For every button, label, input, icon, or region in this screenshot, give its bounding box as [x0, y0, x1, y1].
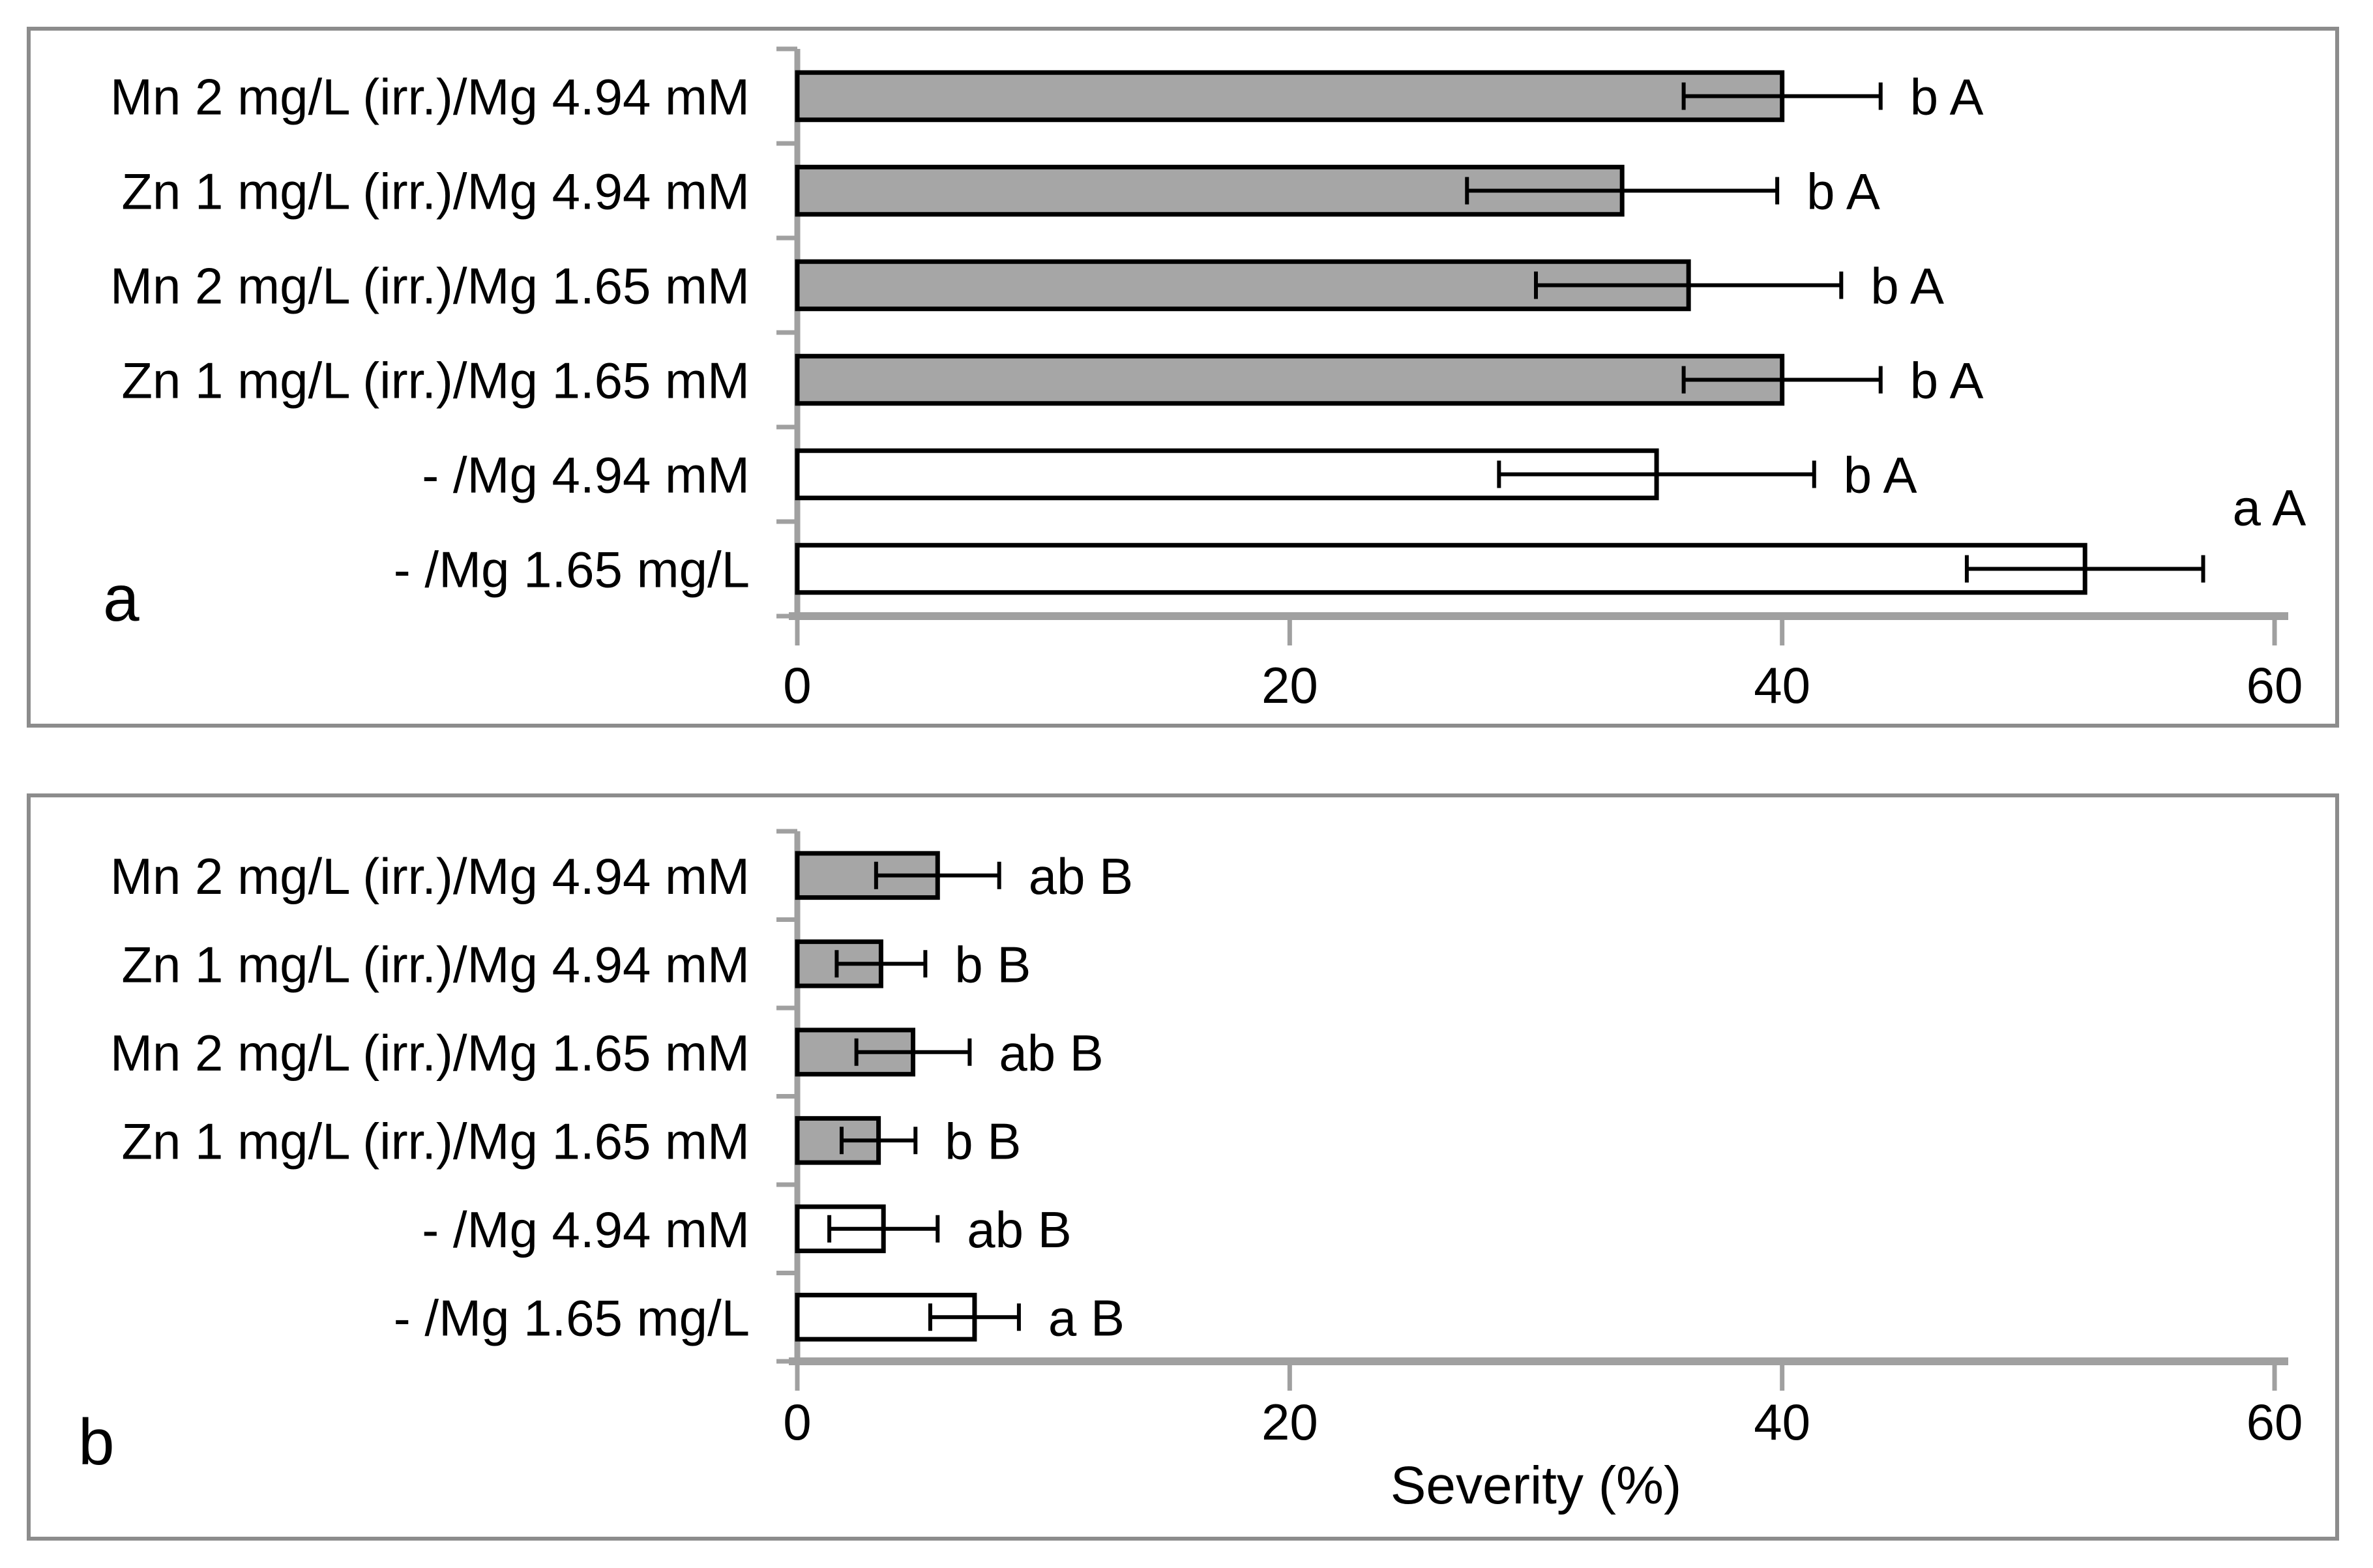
significance-label: b A — [1806, 163, 1880, 220]
significance-label: b A — [1844, 447, 1917, 504]
category-label: Zn 1 mg/L (irr.)/Mg 4.94 mM — [121, 936, 750, 993]
x-tick-label: 40 — [1754, 657, 1810, 714]
category-label: Mn 2 mg/L (irr.)/Mg 1.65 mM — [110, 1024, 750, 1082]
significance-label: b B — [954, 936, 1031, 993]
category-label: Zn 1 mg/L (irr.)/Mg 1.65 mM — [121, 352, 750, 409]
category-label: Mn 2 mg/L (irr.)/Mg 4.94 mM — [110, 848, 750, 905]
category-label: - /Mg 1.65 mg/L — [394, 1289, 750, 1346]
significance-label: b A — [1870, 258, 1944, 315]
x-tick-label: 0 — [783, 657, 811, 714]
category-label: - /Mg 4.94 mM — [422, 1201, 750, 1258]
significance-label: b B — [945, 1112, 1021, 1170]
bar — [795, 70, 1785, 123]
category-label: - /Mg 4.94 mM — [422, 447, 750, 504]
bar — [795, 353, 1785, 406]
panel-letter-b: b — [78, 1406, 115, 1479]
category-label: - /Mg 1.65 mg/L — [394, 541, 750, 599]
significance-label: ab B — [967, 1201, 1071, 1258]
x-tick-label: 60 — [2247, 657, 2303, 714]
significance-label: b A — [1910, 68, 1984, 126]
x-tick-label: 40 — [1754, 1393, 1810, 1451]
significance-label: a A — [2232, 479, 2306, 537]
x-tick-label: 20 — [1261, 1393, 1318, 1451]
category-label: Mn 2 mg/L (irr.)/Mg 1.65 mM — [110, 258, 750, 315]
significance-label: ab B — [1029, 848, 1133, 905]
panel-letter-a: a — [103, 562, 140, 635]
x-tick-label: 0 — [783, 1393, 811, 1451]
significance-label: a B — [1048, 1289, 1125, 1346]
category-label: Zn 1 mg/L (irr.)/Mg 4.94 mM — [121, 163, 750, 220]
x-tick-label: 60 — [2247, 1393, 2303, 1451]
x-tick-label: 20 — [1261, 657, 1318, 714]
bar — [795, 542, 2087, 595]
significance-label: ab B — [999, 1024, 1103, 1082]
bar — [795, 448, 1659, 501]
x-axis-title: Severity (%) — [1390, 1456, 1682, 1515]
panel-b-frame — [27, 793, 2339, 1541]
category-label: Mn 2 mg/L (irr.)/Mg 4.94 mM — [110, 68, 750, 126]
significance-label: b A — [1910, 352, 1984, 409]
category-label: Zn 1 mg/L (irr.)/Mg 1.65 mM — [121, 1112, 750, 1170]
